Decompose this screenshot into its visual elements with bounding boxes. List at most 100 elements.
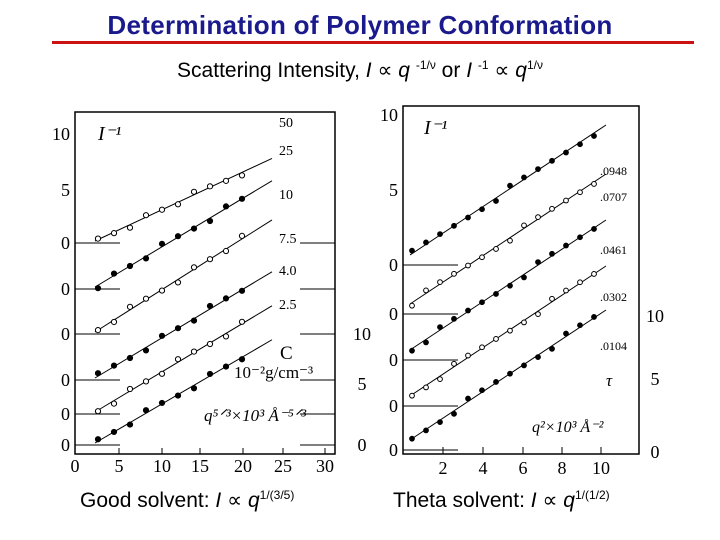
- left-data-point: [190, 264, 198, 271]
- right-x-tick-label: 2: [439, 458, 448, 478]
- left-data-point: [158, 370, 166, 377]
- left-data-point: [158, 206, 166, 213]
- left-data-point: [206, 183, 214, 190]
- right-x-tick-label: 6: [519, 458, 528, 478]
- left-data-point: [110, 428, 118, 436]
- right-data-point: [591, 314, 597, 320]
- left-y-tick-label: 0: [61, 279, 70, 299]
- left-data-point: [190, 348, 198, 355]
- caption-right-prop: ∝: [542, 489, 558, 512]
- subtitle-prop2: ∝: [494, 59, 510, 82]
- right-data-point: [493, 198, 499, 204]
- right-data-point: [577, 189, 583, 196]
- right-y-tick-label: 0: [389, 396, 398, 416]
- right-legend-label: .0104: [600, 339, 627, 353]
- left-data-point: [142, 212, 150, 219]
- left-data-point: [126, 224, 134, 231]
- caption-left-lead: Good solvent:: [80, 489, 216, 512]
- left-data-point: [142, 295, 150, 302]
- left-plot-frame: [74, 111, 336, 455]
- left-data-point: [222, 333, 230, 340]
- right-data-point: [465, 262, 471, 269]
- right-data-point: [423, 339, 429, 346]
- right-data-point: [493, 291, 499, 297]
- left-data-point: [142, 407, 150, 414]
- caption-left-prop: ∝: [227, 489, 243, 512]
- left-data-point: [126, 262, 134, 270]
- left-data-point: [142, 378, 150, 385]
- left-x-tick-label: 20: [234, 456, 252, 476]
- left-data-point: [222, 177, 230, 184]
- left-data-point: [190, 385, 198, 392]
- right-data-point: [437, 419, 443, 426]
- left-legend-header: C: [280, 343, 293, 364]
- right-x-tick-label: 4: [479, 458, 488, 478]
- right-y-tick-label: 10: [380, 105, 398, 125]
- right-data-point: [563, 330, 569, 337]
- left-data-point: [206, 302, 214, 310]
- left-data-point: [94, 235, 102, 242]
- left-data-point: [222, 203, 230, 210]
- right-right-tick-label: 5: [651, 369, 660, 389]
- left-right-tick-label: 10: [353, 324, 371, 344]
- left-data-point: [238, 356, 246, 363]
- left-x-tick-label: 25: [274, 456, 292, 476]
- left-data-point: [126, 385, 134, 393]
- left-data-point: [206, 217, 214, 225]
- subtitle-var-q2: q: [515, 59, 527, 82]
- left-data-point: [174, 325, 182, 332]
- left-data-point: [94, 436, 102, 443]
- right-data-point: [423, 427, 429, 434]
- left-data-point: [190, 188, 198, 195]
- right-legend-header: τ: [606, 371, 613, 390]
- right-data-point: [549, 295, 555, 302]
- left-right-tick-label: 0: [358, 435, 367, 455]
- subtitle-var-i: I: [365, 59, 372, 82]
- right-data-point: [437, 279, 443, 286]
- caption-left-var-i: I: [215, 489, 222, 512]
- right-data-point: [465, 395, 471, 402]
- right-data-point: [577, 234, 583, 241]
- caption-left-var-q: q: [247, 489, 260, 512]
- right-right-tick-label: 0: [651, 442, 660, 462]
- left-x-tick-label: 15: [191, 456, 209, 476]
- right-data-point: [521, 362, 527, 369]
- caption-right-var-i: I: [530, 489, 537, 512]
- right-data-point: [451, 360, 457, 367]
- left-y-tick-label: 0: [61, 435, 70, 455]
- right-data-point: [409, 435, 415, 442]
- right-data-point: [563, 287, 569, 294]
- right-y-tick-label: 0: [389, 350, 398, 370]
- right-data-point: [563, 149, 569, 156]
- left-x-tick-label: 5: [115, 456, 124, 476]
- subtitle-var-q: q: [398, 59, 410, 82]
- caption-good-solvent: Good solvent: I ∝ q1/(3/5): [80, 488, 294, 513]
- left-legend-unit: 10⁻²g/cm⁻³: [234, 363, 313, 382]
- right-data-point: [451, 270, 457, 277]
- left-data-point: [94, 285, 102, 292]
- right-data-point: [577, 279, 583, 286]
- left-data-point: [158, 287, 166, 294]
- left-data-point: [206, 340, 214, 348]
- right-y-tick-label: 0: [389, 255, 398, 275]
- right-data-point: [521, 222, 527, 229]
- right-data-point: [591, 226, 597, 232]
- left-data-point: [190, 225, 198, 232]
- caption-right-lead: Theta solvent:: [393, 489, 531, 512]
- subtitle-exp3: 1/ν: [526, 58, 543, 72]
- left-y-tick-label: 10: [52, 124, 70, 144]
- left-legend-label: 25: [279, 144, 293, 159]
- left-legend-label: 7.5: [279, 232, 297, 247]
- right-data-point: [507, 327, 513, 334]
- left-data-point: [174, 233, 182, 240]
- left-legend-label: 50: [279, 116, 293, 131]
- right-data-point: [479, 206, 485, 213]
- right-data-point: [409, 247, 415, 254]
- left-x-tick-label: 30: [316, 456, 334, 476]
- right-data-point: [535, 214, 541, 221]
- right-data-point: [423, 239, 429, 246]
- right-data-point: [409, 302, 415, 309]
- slide-subtitle: Scattering Intensity, I ∝ q -1/ν or I -1…: [0, 58, 720, 83]
- right-legend-label: .0461: [600, 243, 627, 257]
